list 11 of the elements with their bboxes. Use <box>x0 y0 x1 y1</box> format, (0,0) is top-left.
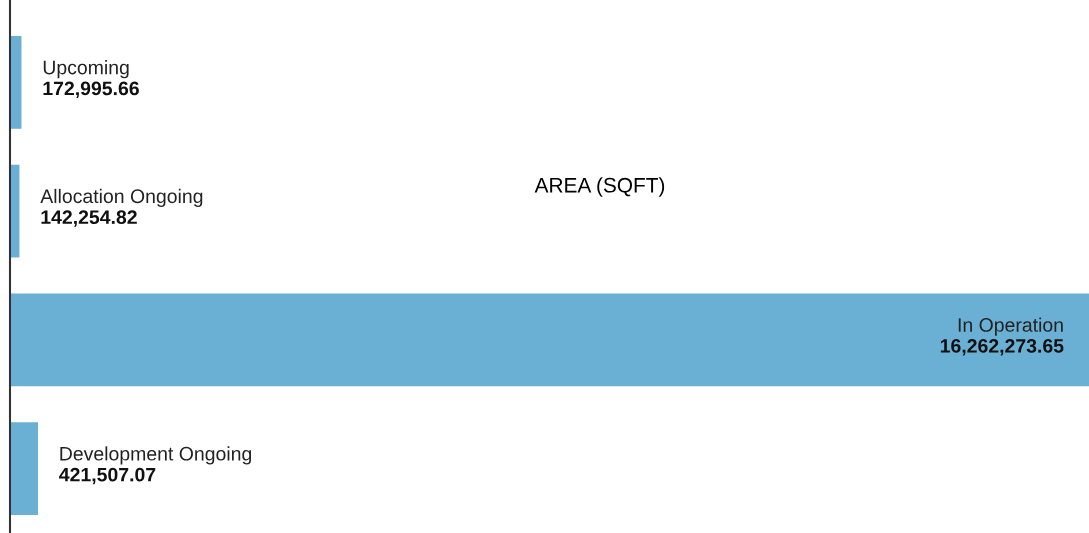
y-tick-label: Allocation Ongoing <box>40 188 203 207</box>
data-label: 142,254.82 <box>41 210 137 227</box>
data-label: 421,507.07 <box>59 467 156 485</box>
data-label: 16,262,273.65 <box>940 339 1064 356</box>
y-tick-label: In Operation <box>958 317 1063 336</box>
bar <box>10 422 38 515</box>
y-tick-label: Development Ongoing <box>60 446 252 465</box>
data-label: 172,995.66 <box>43 81 139 99</box>
bar <box>10 293 1089 387</box>
text: AREA (SQFT) <box>534 177 665 197</box>
y-tick-label: Upcoming <box>43 60 129 79</box>
